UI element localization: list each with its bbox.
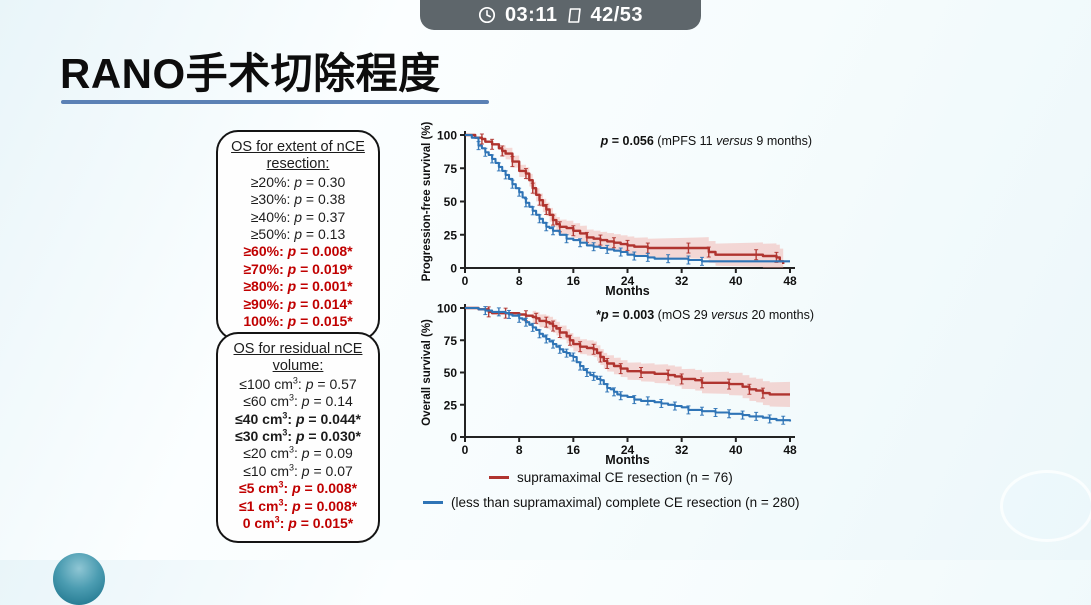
legend-line-swatch bbox=[489, 476, 509, 479]
x-axis-label: Months bbox=[605, 453, 649, 467]
legend-label: supramaximal CE resection (n = 76) bbox=[517, 470, 733, 485]
y-tick-label: 0 bbox=[450, 262, 457, 276]
x-tick-label: 24 bbox=[621, 443, 635, 457]
stat-box-residual-volume: OS for residual nCE volume: ≤100 cm3: p = … bbox=[216, 332, 380, 544]
stat-box-heading: resection: bbox=[266, 156, 330, 173]
legend-line-swatch bbox=[423, 501, 443, 504]
y-tick-label: 50 bbox=[444, 195, 458, 209]
stat-box-extent-of-resection: OS for extent of nCE resection: ≥20%: p = … bbox=[216, 130, 380, 342]
y-tick-label: 50 bbox=[444, 366, 458, 380]
stat-row: ≥40%: p = 0.37 bbox=[250, 208, 346, 225]
stat-row: ≥60%: p = 0.008* bbox=[243, 243, 353, 260]
y-tick-label: 100 bbox=[437, 302, 457, 316]
teal-dot-decoration bbox=[53, 553, 105, 605]
x-tick-label: 32 bbox=[675, 274, 689, 288]
stat-row: ≥80%: p = 0.001* bbox=[243, 278, 353, 295]
x-tick-label: 0 bbox=[462, 274, 469, 288]
stat-row: ≥20%: p = 0.30 bbox=[250, 173, 346, 190]
stat-box-heading: OS for extent of nCE bbox=[231, 139, 365, 155]
x-tick-label: 32 bbox=[675, 443, 689, 457]
x-tick-label: 8 bbox=[516, 443, 523, 457]
stat-box-heading: volume: bbox=[272, 358, 324, 375]
x-tick-label: 8 bbox=[516, 274, 523, 288]
x-tick-label: 0 bbox=[462, 443, 469, 457]
x-tick-label: 24 bbox=[621, 274, 635, 288]
slide-count-icon bbox=[567, 7, 582, 24]
x-tick-label: 48 bbox=[783, 443, 797, 457]
slide-counter: 42/53 bbox=[590, 3, 644, 26]
watermark-logo bbox=[1000, 470, 1091, 542]
p-value-annotation: *p = 0.003 (mOS 29 versus 20 months) bbox=[596, 308, 814, 322]
stat-row: 100%: p = 0.015* bbox=[243, 313, 353, 330]
presentation-status-bar[interactable]: 03:11 42/53 bbox=[420, 0, 701, 30]
x-tick-label: 40 bbox=[729, 274, 743, 288]
supramaximal-curve bbox=[465, 306, 790, 396]
stat-row: ≤5 cm3: p = 0.008* bbox=[238, 479, 358, 497]
x-tick-label: 40 bbox=[729, 443, 743, 457]
x-tick-label: 16 bbox=[567, 443, 581, 457]
legend-item: (less than supramaximal) complete CE res… bbox=[423, 495, 800, 510]
stat-row: ≤40 cm3: p = 0.044* bbox=[235, 409, 361, 427]
stat-row: ≤100 cm3: p = 0.57 bbox=[239, 375, 357, 392]
stat-row: ≥90%: p = 0.014* bbox=[243, 295, 353, 312]
confidence-band bbox=[532, 309, 790, 407]
legend-label: (less than supramaximal) complete CE res… bbox=[451, 495, 800, 510]
x-tick-label: 48 bbox=[783, 274, 797, 288]
stat-row: ≥50%: p = 0.13 bbox=[250, 226, 346, 243]
legend-item: supramaximal CE resection (n = 76) bbox=[489, 470, 733, 485]
stat-row: ≤60 cm3: p = 0.14 bbox=[243, 392, 353, 410]
page-title: RANO手术切除程度 bbox=[60, 50, 441, 97]
os-km-chart: 0 25 50 75 100 0 8 16 24 32 40 48 Overall survival (… bbox=[421, 302, 814, 468]
y-tick-label: 0 bbox=[450, 431, 457, 445]
y-tick-label: 75 bbox=[444, 334, 458, 348]
y-tick-label: 100 bbox=[437, 129, 457, 143]
stat-row: ≥70%: p = 0.019* bbox=[243, 260, 353, 277]
stat-row: ≤1 cm3: p = 0.008* bbox=[238, 497, 358, 514]
y-tick-label: 25 bbox=[444, 398, 458, 412]
stat-row: 0 cm3: p = 0.015* bbox=[242, 514, 354, 532]
stat-row: ≥30%: p = 0.38 bbox=[250, 191, 346, 208]
elapsed-time: 03:11 bbox=[504, 3, 558, 26]
y-tick-label: 25 bbox=[444, 228, 458, 242]
stat-box-heading: OS for residual nCE bbox=[233, 341, 363, 357]
x-axis-label: Months bbox=[605, 284, 649, 297]
y-axis-label: Overall survival (%) bbox=[421, 319, 433, 426]
slide: 03:11 42/53 RANO手术切除程度 OS for extent of … bbox=[53, 0, 1091, 605]
stat-row: ≤30 cm3: p = 0.030* bbox=[235, 427, 361, 445]
x-tick-label: 16 bbox=[567, 274, 581, 288]
stat-row: ≤10 cm3: p = 0.07 bbox=[243, 462, 353, 479]
stat-row: ≤20 cm3: p = 0.09 bbox=[243, 444, 353, 462]
y-tick-label: 75 bbox=[444, 162, 458, 176]
pfs-km-chart: 0 25 50 75 100 0 8 16 24 32 40 48 Progression-free s… bbox=[421, 121, 812, 297]
title-underline bbox=[61, 100, 489, 104]
clock-icon bbox=[478, 6, 496, 24]
p-value-annotation: p = 0.056 (mPFS 11 versus 9 months) bbox=[600, 134, 812, 148]
y-axis-label: Progression-free survival (%) bbox=[421, 121, 433, 281]
